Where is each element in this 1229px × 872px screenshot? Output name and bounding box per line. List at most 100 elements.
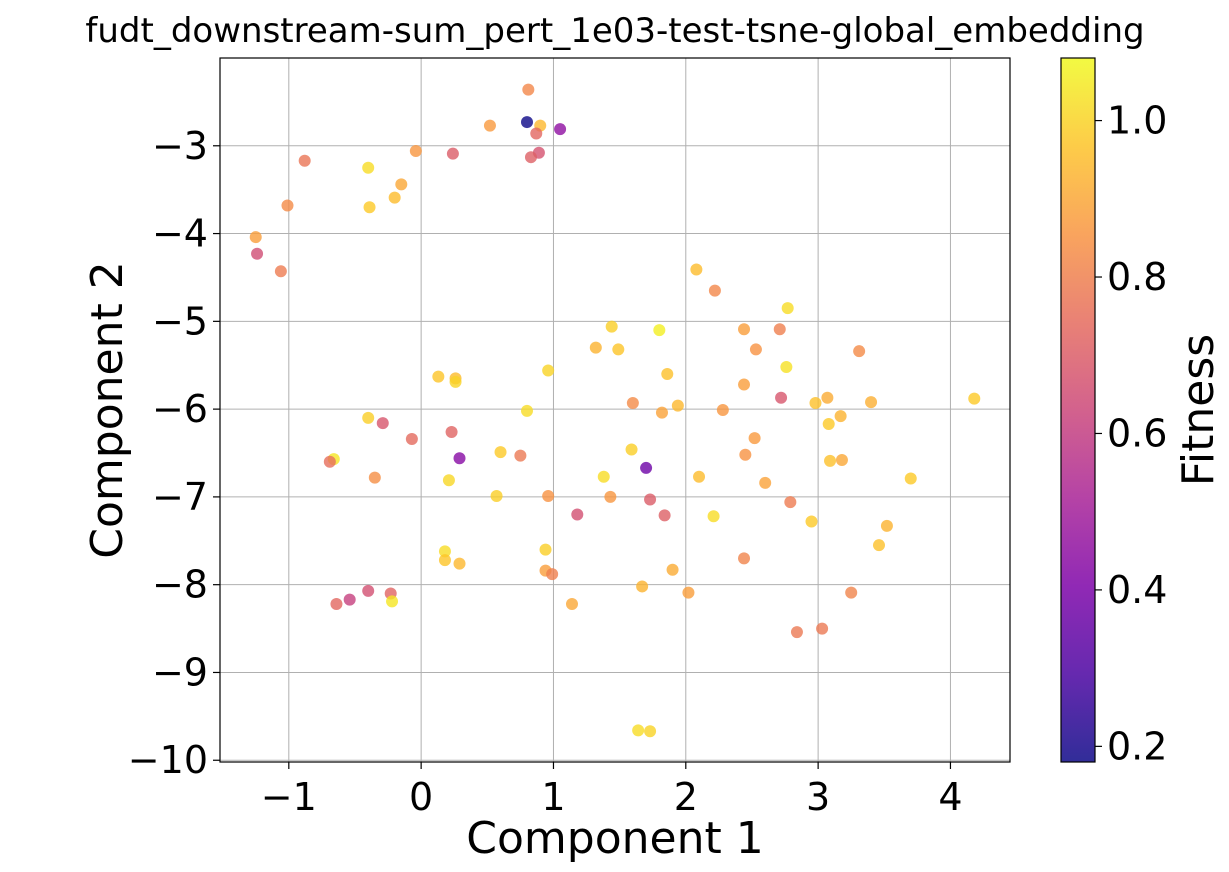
scatter-point — [658, 509, 671, 522]
scatter-point — [738, 378, 751, 391]
scatter-point — [249, 231, 262, 244]
scatter-point — [693, 470, 706, 483]
scatter-point — [865, 396, 878, 409]
scatter-point — [323, 455, 336, 468]
y-tick-label: −10 — [128, 738, 208, 782]
colorbar-ticks: 0.2 0.4 0.6 0.8 1.0 — [1095, 99, 1167, 768]
scatter-point — [363, 201, 376, 214]
scatter-point — [775, 391, 788, 404]
colorbar-tick-label: 0.4 — [1107, 568, 1167, 612]
scatter-point — [571, 508, 584, 521]
scatter-point — [690, 263, 703, 276]
x-axis-label: Component 1 — [466, 813, 763, 864]
scatter-point — [816, 622, 829, 635]
scatter-point — [589, 341, 602, 354]
scatter-point — [748, 432, 761, 445]
x-tick-label: 1 — [541, 775, 565, 819]
scatter-point — [494, 446, 507, 459]
scatter-point — [605, 320, 618, 333]
scatter-point — [438, 545, 451, 558]
scatter-point — [655, 406, 668, 419]
scatter-point — [565, 597, 578, 610]
chart-title: fudt_downstream-sum_pert_1e03-test-tsne-… — [85, 11, 1144, 51]
scatter-point — [632, 724, 645, 737]
scatter-point — [716, 404, 729, 416]
y-tick-label: −7 — [152, 475, 208, 519]
scatter-point — [524, 151, 537, 164]
colorbar-label: Fitness — [1173, 334, 1224, 486]
scatter-point — [666, 563, 679, 576]
x-tick-label: 3 — [806, 775, 830, 819]
scatter-point — [442, 474, 455, 487]
scatter-point — [968, 392, 981, 405]
scatter-point — [483, 119, 496, 132]
scatter-point — [904, 472, 917, 485]
scatter-point — [738, 552, 751, 565]
scatter-point — [644, 493, 657, 506]
scatter-point — [880, 519, 893, 532]
y-axis-label: Component 2 — [82, 261, 133, 558]
x-tick-label: 4 — [938, 775, 962, 819]
scatter-point — [521, 116, 534, 129]
y-tick-label: −8 — [152, 563, 208, 607]
scatter-point — [661, 368, 674, 381]
scatter-point — [671, 399, 684, 412]
scatter-point — [845, 586, 858, 599]
y-tick-label: −6 — [152, 387, 208, 431]
scatter-point — [449, 375, 462, 388]
scatter-point — [824, 454, 837, 467]
scatter-point — [625, 443, 638, 456]
scatter-point — [330, 597, 343, 610]
scatter-point — [542, 490, 555, 503]
colorbar-frame — [1060, 57, 1096, 763]
scatter-point — [446, 147, 459, 160]
scatter-point — [835, 454, 848, 467]
scatter-point — [749, 343, 762, 356]
scatter-point — [409, 145, 422, 158]
scatter-point — [636, 580, 649, 593]
scatter-point — [872, 539, 885, 552]
scatter-point — [834, 410, 847, 423]
scatter-point — [522, 83, 535, 96]
scatter-point — [784, 496, 797, 509]
grid — [220, 58, 1010, 762]
scatter-point — [708, 284, 721, 297]
scatter-point — [821, 391, 834, 404]
colorbar — [1061, 58, 1095, 762]
scatter-point — [376, 417, 389, 430]
scatter-point — [640, 461, 653, 474]
scatter-point — [298, 154, 311, 167]
scatter-point — [707, 510, 720, 523]
scatter-point — [453, 452, 466, 465]
scatter-point — [521, 404, 534, 417]
scatter-point — [759, 476, 772, 489]
x-tick-label: −1 — [261, 775, 317, 819]
scatter-point — [362, 161, 375, 174]
plot-frame — [219, 57, 1011, 763]
y-axis-ticks: −10 −9 −8 −7 −6 −5 −4 −3 — [128, 124, 220, 782]
scatter-point — [853, 345, 866, 358]
scatter-point — [386, 595, 399, 608]
colorbar-tick-label: 0.8 — [1107, 255, 1167, 299]
scatter-point — [554, 123, 567, 136]
scatter-point — [809, 396, 822, 409]
scatter-point — [362, 584, 375, 597]
colorbar-tick-label: 0.2 — [1107, 724, 1167, 768]
scatter-point — [780, 360, 793, 373]
scatter-point — [438, 554, 451, 567]
scatter-point — [773, 323, 786, 336]
scatter-point — [453, 557, 466, 570]
scatter-point — [445, 425, 458, 438]
scatter-point — [738, 323, 751, 336]
scatter-point — [368, 471, 381, 484]
scatter-point — [281, 199, 294, 212]
scatter-point — [739, 448, 752, 461]
scatter-point — [626, 396, 639, 409]
scatter-point — [490, 490, 503, 503]
scatter-points — [249, 83, 981, 738]
y-tick-label: −9 — [152, 650, 208, 694]
x-tick-label: 0 — [409, 775, 433, 819]
scatter-point — [405, 432, 418, 445]
scatter-point — [781, 302, 794, 315]
